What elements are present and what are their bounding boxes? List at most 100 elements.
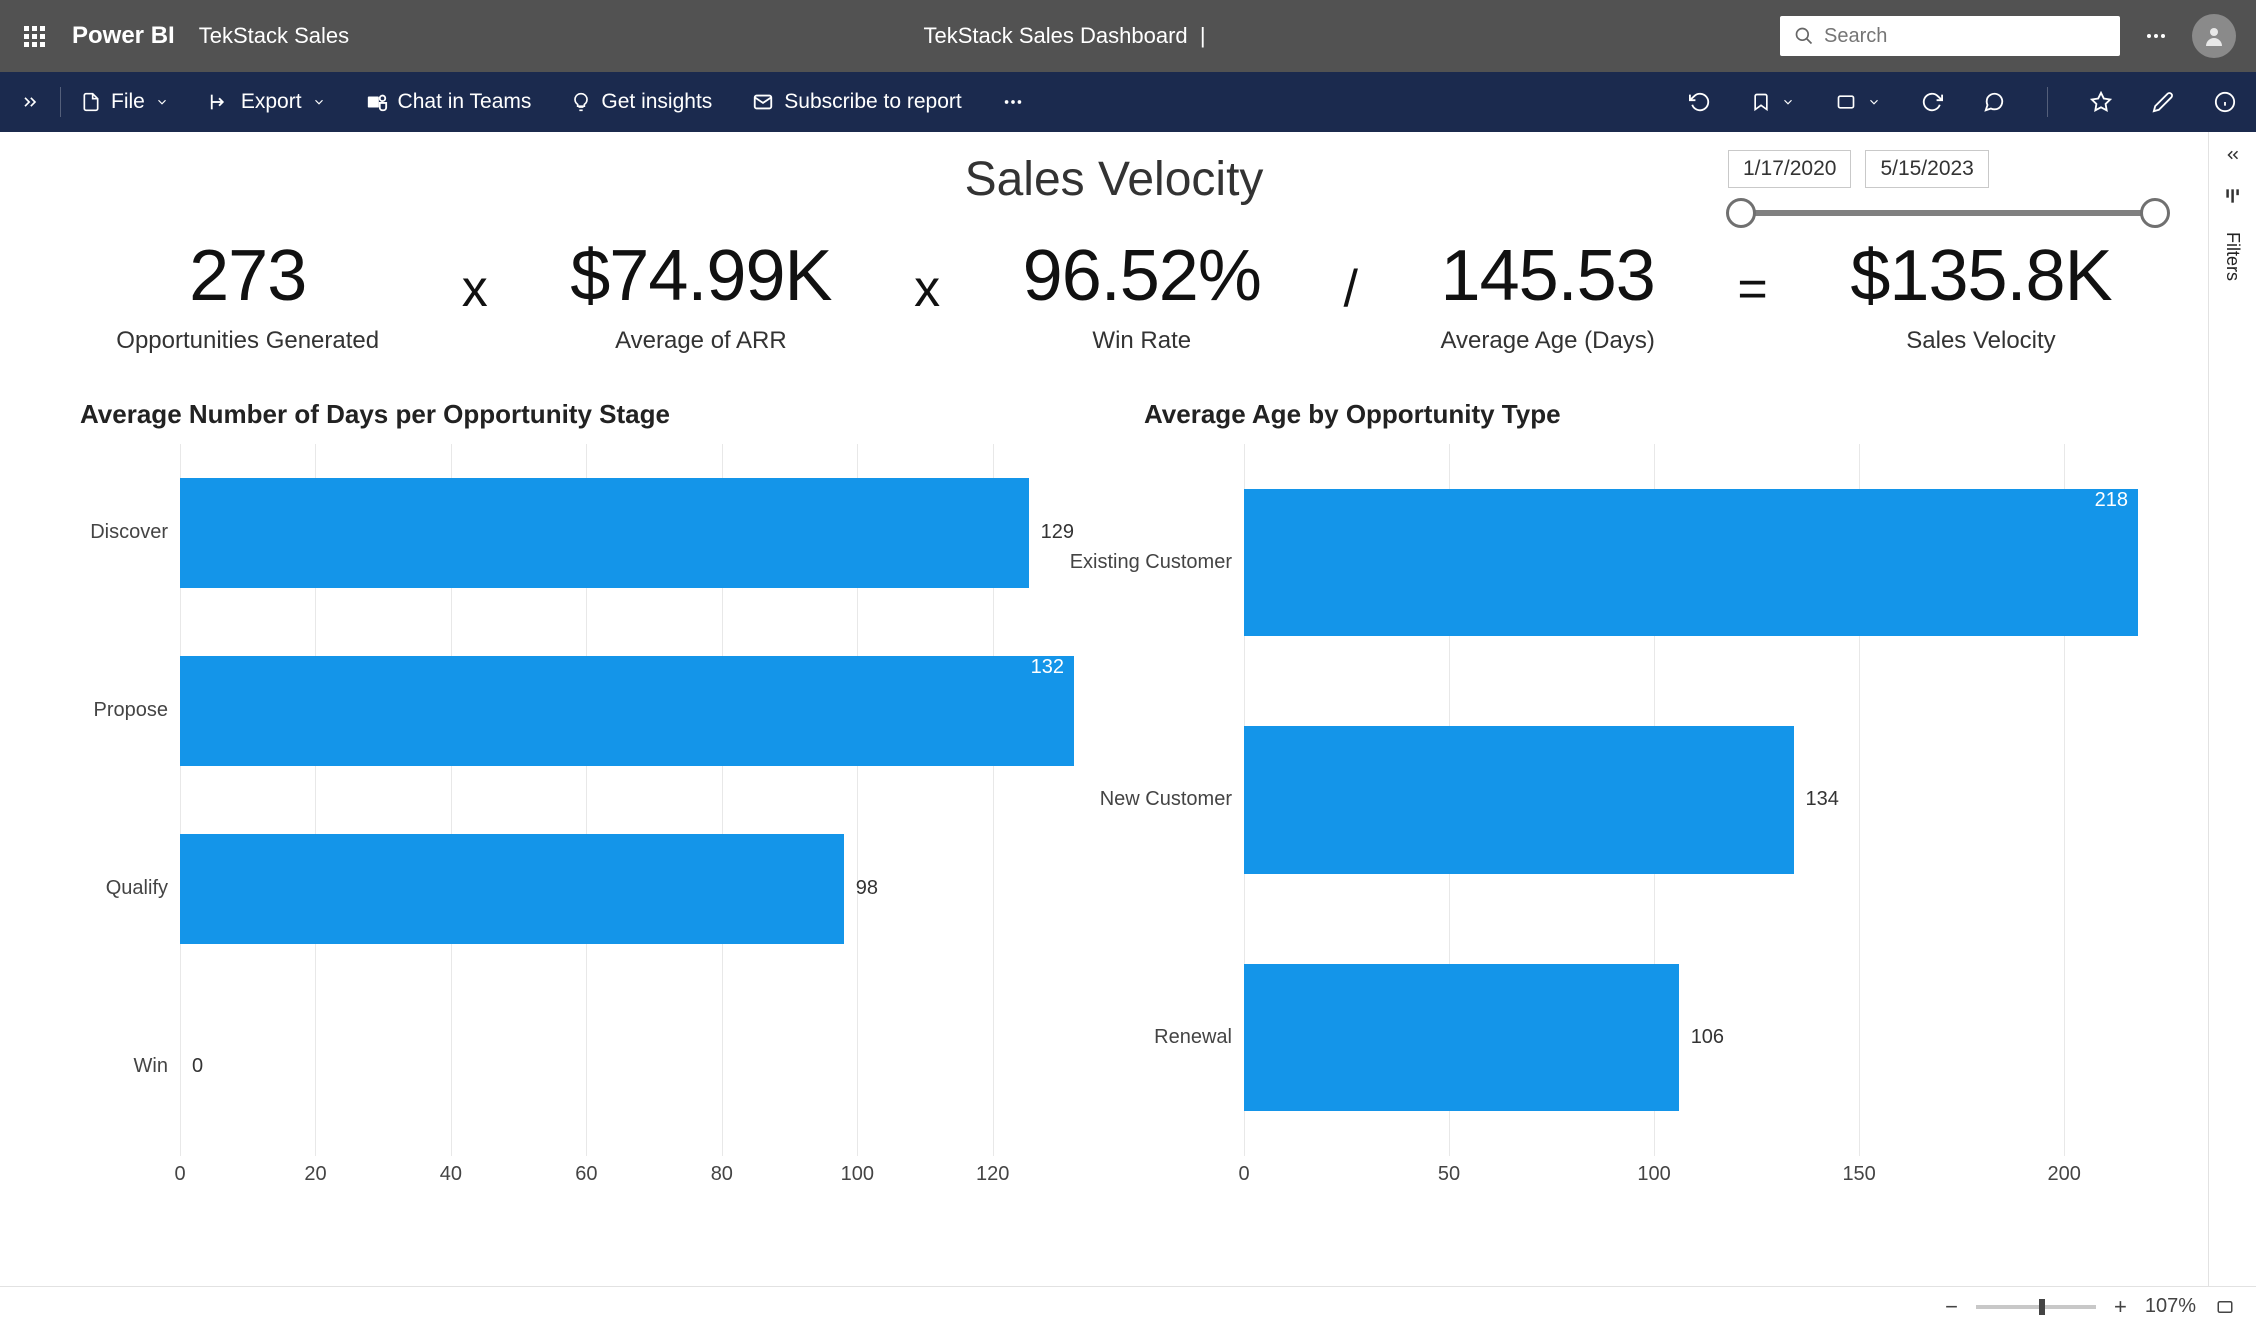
refresh-button[interactable]	[1915, 85, 1949, 119]
avatar[interactable]	[2192, 14, 2236, 58]
app-header: Power BI TekStack Sales TekStack Sales D…	[0, 0, 2256, 72]
search-box[interactable]	[1780, 16, 2120, 56]
chat-teams-button[interactable]: Chat in Teams	[360, 84, 538, 120]
view-menu[interactable]	[1829, 86, 1887, 118]
bar-value-label: 129	[1041, 521, 1074, 544]
subscribe-icon	[752, 91, 774, 113]
comment-button[interactable]	[1977, 85, 2011, 119]
edit-icon	[2152, 91, 2174, 113]
app-launcher-icon[interactable]	[20, 22, 48, 50]
info-button[interactable]	[2208, 85, 2242, 119]
bookmark-icon	[1751, 91, 1771, 113]
x-tick: 100	[1637, 1163, 1670, 1186]
kpi-operator: x	[914, 259, 940, 319]
kpi-card[interactable]: 145.53Average Age (Days)	[1440, 235, 1654, 355]
date-slider-track[interactable]	[1728, 210, 2168, 216]
bar-value-label: 218	[2095, 489, 2128, 512]
x-tick: 50	[1438, 1163, 1460, 1186]
bar-category-label: New Customer	[1100, 788, 1232, 811]
x-tick: 0	[1238, 1163, 1249, 1186]
kpi-value: 145.53	[1440, 235, 1654, 317]
bar	[1244, 726, 1794, 873]
zoom-slider-thumb[interactable]	[2039, 1299, 2045, 1315]
x-tick: 120	[976, 1163, 1009, 1186]
kpi-label: Sales Velocity	[1850, 327, 2111, 355]
report-canvas: Sales Velocity 1/17/2020 5/15/2023 273Op…	[0, 132, 2208, 1286]
bar-row[interactable]: Qualify98	[180, 834, 1074, 944]
more-icon	[1002, 91, 1024, 113]
search-icon	[1794, 26, 1814, 46]
separator	[60, 87, 61, 117]
view-icon	[1835, 92, 1857, 112]
refresh-icon	[1921, 91, 1943, 113]
kpi-row: 273Opportunities Generated x $74.99K Averag…	[80, 235, 2148, 355]
bar-row[interactable]: Renewal106	[1244, 964, 2138, 1111]
filters-icon	[2223, 186, 2243, 206]
favorite-button[interactable]	[2084, 85, 2118, 119]
bar-row[interactable]: Discover129	[180, 478, 1074, 588]
zoom-slider[interactable]	[1976, 1305, 2096, 1309]
date-start-pill[interactable]: 1/17/2020	[1728, 150, 1851, 188]
chevron-down-icon	[1781, 95, 1795, 109]
comment-icon	[1983, 91, 2005, 113]
x-tick: 100	[841, 1163, 874, 1186]
chart-age-by-type[interactable]: Average Age by Opportunity Type 05010015…	[1144, 399, 2148, 1204]
bar-row[interactable]: Propose132	[180, 656, 1074, 766]
reset-icon	[1689, 91, 1711, 113]
file-menu[interactable]: File	[75, 84, 175, 120]
kpi-card[interactable]: $135.8KSales Velocity	[1850, 235, 2111, 355]
report-title: TekStack Sales Dashboard |	[373, 23, 1756, 49]
edit-button[interactable]	[2146, 85, 2180, 119]
user-icon	[2202, 24, 2226, 48]
bar-category-label: Qualify	[106, 877, 168, 900]
fit-page-icon[interactable]	[2214, 1298, 2236, 1316]
kpi-value: $74.99K	[570, 235, 831, 317]
bar: 132	[180, 656, 1074, 766]
info-icon	[2214, 91, 2236, 113]
bar-row[interactable]: Existing Customer218	[1244, 489, 2138, 636]
more-options-icon[interactable]	[2144, 24, 2168, 48]
bookmark-menu[interactable]	[1745, 85, 1801, 119]
chart-stage-days[interactable]: Average Number of Days per Opportunity S…	[80, 399, 1084, 1204]
date-slider-thumb-end[interactable]	[2140, 198, 2170, 228]
filters-panel-collapsed[interactable]: Filters	[2208, 132, 2256, 1286]
kpi-card[interactable]: 273Opportunities Generated	[116, 235, 379, 355]
x-tick: 20	[304, 1163, 326, 1186]
bar-row[interactable]: New Customer134	[1244, 726, 2138, 873]
workspace-label[interactable]: TekStack Sales	[199, 23, 349, 49]
ribbon-more-button[interactable]	[996, 85, 1030, 119]
kpi-operator: x	[462, 259, 488, 319]
bar-category-label: Propose	[94, 699, 169, 722]
get-insights-button[interactable]: Get insights	[565, 84, 718, 120]
bar-category-label: Renewal	[1154, 1026, 1232, 1049]
zoom-in-button[interactable]: +	[2114, 1294, 2127, 1320]
kpi-card[interactable]: $74.99K Average of ARR	[570, 235, 831, 355]
kpi-operator: =	[1737, 259, 1767, 319]
zoom-out-button[interactable]: −	[1945, 1294, 1958, 1320]
chevron-left-icon[interactable]	[2224, 146, 2242, 164]
expand-nav-button[interactable]	[14, 86, 46, 118]
file-menu-label: File	[111, 90, 145, 114]
chevron-down-icon	[155, 95, 169, 109]
date-slider-thumb-start[interactable]	[1726, 198, 1756, 228]
star-icon	[2090, 91, 2112, 113]
bar-value-label: 0	[192, 1055, 203, 1078]
subscribe-label: Subscribe to report	[784, 90, 961, 114]
reset-button[interactable]	[1683, 85, 1717, 119]
chart-title: Average Number of Days per Opportunity S…	[80, 399, 1084, 430]
file-icon	[81, 91, 101, 113]
brand-label[interactable]: Power BI	[72, 22, 175, 50]
kpi-label: Average of ARR	[570, 327, 831, 355]
teams-icon	[366, 91, 388, 113]
search-input[interactable]	[1824, 25, 2106, 48]
export-menu[interactable]: Export	[203, 84, 332, 120]
date-slicer[interactable]: 1/17/2020 5/15/2023	[1728, 150, 2168, 216]
zoom-label: 107%	[2145, 1295, 2196, 1318]
bar-value-label: 98	[856, 877, 878, 900]
kpi-card[interactable]: 96.52%Win Rate	[1023, 235, 1261, 355]
subscribe-button[interactable]: Subscribe to report	[746, 84, 967, 120]
filters-label: Filters	[2222, 232, 2243, 281]
date-end-pill[interactable]: 5/15/2023	[1865, 150, 1988, 188]
bar-row[interactable]: Win0	[180, 1012, 1074, 1122]
export-icon	[209, 91, 231, 113]
